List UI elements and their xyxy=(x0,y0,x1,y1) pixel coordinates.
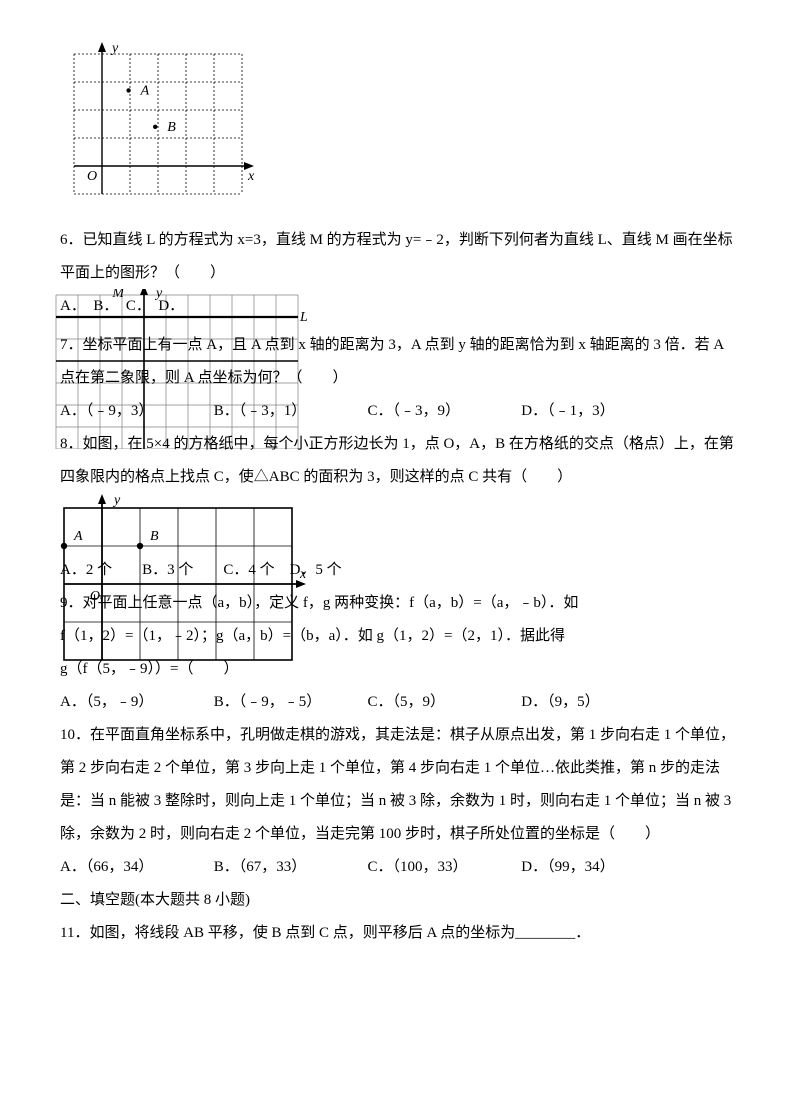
svg-text:A: A xyxy=(140,83,150,98)
svg-text:y: y xyxy=(110,41,119,56)
q5-grid-svg: y x O A B xyxy=(60,40,260,210)
q9-optB: B．（﹣9，﹣5） xyxy=(214,686,364,719)
q7-text: 7．坐标平面上有一点 A，且 A 点到 x 轴的距离为 3，A 点到 y 轴的距… xyxy=(60,329,740,395)
svg-text:y: y xyxy=(112,493,121,508)
q9-line3: g（f（5，﹣9））=（ ） xyxy=(60,653,740,686)
q9-line1: 9．对平面上任意一点（a，b），定义 f，g 两种变换：f（a，b）=（a，﹣b… xyxy=(60,587,740,620)
q9-optD: D．（9，5） xyxy=(521,686,671,719)
q7-optC: C．（﹣3，9） xyxy=(368,395,518,428)
q7-optD: D．（﹣1，3） xyxy=(521,395,671,428)
q7-optB: B．（﹣3，1） xyxy=(214,395,364,428)
q10-optA: A．（66，34） xyxy=(60,851,210,884)
q9-line2: f（1，2）=（1，﹣2）；g（a，b）=（b，a）．如 g（1，2）=（2，1… xyxy=(60,620,740,653)
q8-options: A．2 个 B．3 个 C．4 个 D．5 个 xyxy=(60,554,740,587)
q10-optB: B．（67，33） xyxy=(214,851,364,884)
q9-options: A．（5，﹣9） B．（﹣9，﹣5） C．（5，9） D．（9，5） xyxy=(60,686,740,719)
q5-figure: y x O A B xyxy=(60,40,740,210)
q7-optA: A．（﹣9，3） xyxy=(60,395,210,428)
q6-options: A． B． C． D． xyxy=(60,290,740,323)
q10-options: A．（66，34） B．（67，33） C．（100，33） D．（99，34） xyxy=(60,851,740,884)
svg-text:B: B xyxy=(167,120,176,135)
q6-text: 6．已知直线 L 的方程式为 x=3，直线 M 的方程式为 y=﹣2，判断下列何… xyxy=(60,224,740,290)
svg-text:x: x xyxy=(247,169,255,184)
q10-optC: C．（100，33） xyxy=(368,851,518,884)
q9-optC: C．（5，9） xyxy=(368,686,518,719)
q11-text: 11．如图，将线段 AB 平移，使 B 点到 C 点，则平移后 A 点的坐标为_… xyxy=(60,917,740,950)
svg-text:A: A xyxy=(73,529,83,544)
svg-text:O: O xyxy=(87,169,97,184)
q10-text: 10．在平面直角坐标系中，孔明做走棋的游戏，其走法是：棋子从原点出发，第 1 步… xyxy=(60,719,740,851)
section2-heading: 二、填空题(本大题共 8 小题) xyxy=(60,884,740,917)
q7-options: A．（﹣9，3） B．（﹣3，1） C．（﹣3，9） D．（﹣1，3） xyxy=(60,395,740,428)
svg-text:B: B xyxy=(150,529,159,544)
q8-text: 8．如图，在 5×4 的方格纸中，每个小正方形边长为 1，点 O，A，B 在方格… xyxy=(60,428,740,494)
q9-optA: A．（5，﹣9） xyxy=(60,686,210,719)
q10-optD: D．（99，34） xyxy=(521,851,671,884)
